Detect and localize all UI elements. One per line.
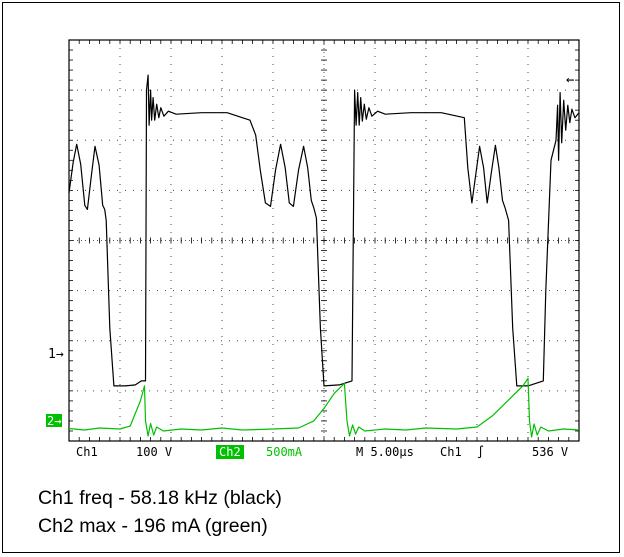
ch2-label: Ch2	[219, 445, 241, 459]
ch1-level-marker: 1→	[48, 347, 64, 362]
ch2-scale: 500mA	[266, 445, 303, 459]
trigger-source: Ch1	[440, 445, 462, 459]
ch1-trace	[68, 74, 580, 387]
caption-ch1-freq: Ch1 freq - 58.18 kHz (black)	[38, 487, 282, 509]
trigger-value: 536 V	[532, 445, 568, 459]
caption: Ch1 freq - 58.18 kHz (black) Ch2 max - 1…	[38, 484, 282, 540]
ch1-label: Ch1	[76, 445, 98, 459]
ch2-label-badge	[216, 445, 244, 459]
ch2-trace	[68, 377, 580, 438]
status-bar: Ch1 100 V Ch2 500mA M 5.00µs Ch1 ∫ 536 V	[76, 445, 568, 459]
ch2-level-marker: 2→	[46, 414, 62, 428]
ch2-level-marker-text: 2→	[47, 414, 61, 428]
timebase: M 5.00µs	[356, 445, 414, 459]
ch1-scale: 100 V	[136, 445, 172, 459]
oscilloscope-screen: 1→ 2→ ← Ch1 100 V Ch2 500mA M 5.00µs Ch1…	[46, 39, 580, 459]
graticule	[68, 39, 580, 442]
trigger-slope-icon: ∫	[477, 445, 484, 459]
figure-frame	[2, 2, 620, 553]
caption-ch2-max: Ch2 max - 196 mA (green)	[38, 515, 268, 537]
trigger-level-marker: ←	[566, 72, 574, 88]
